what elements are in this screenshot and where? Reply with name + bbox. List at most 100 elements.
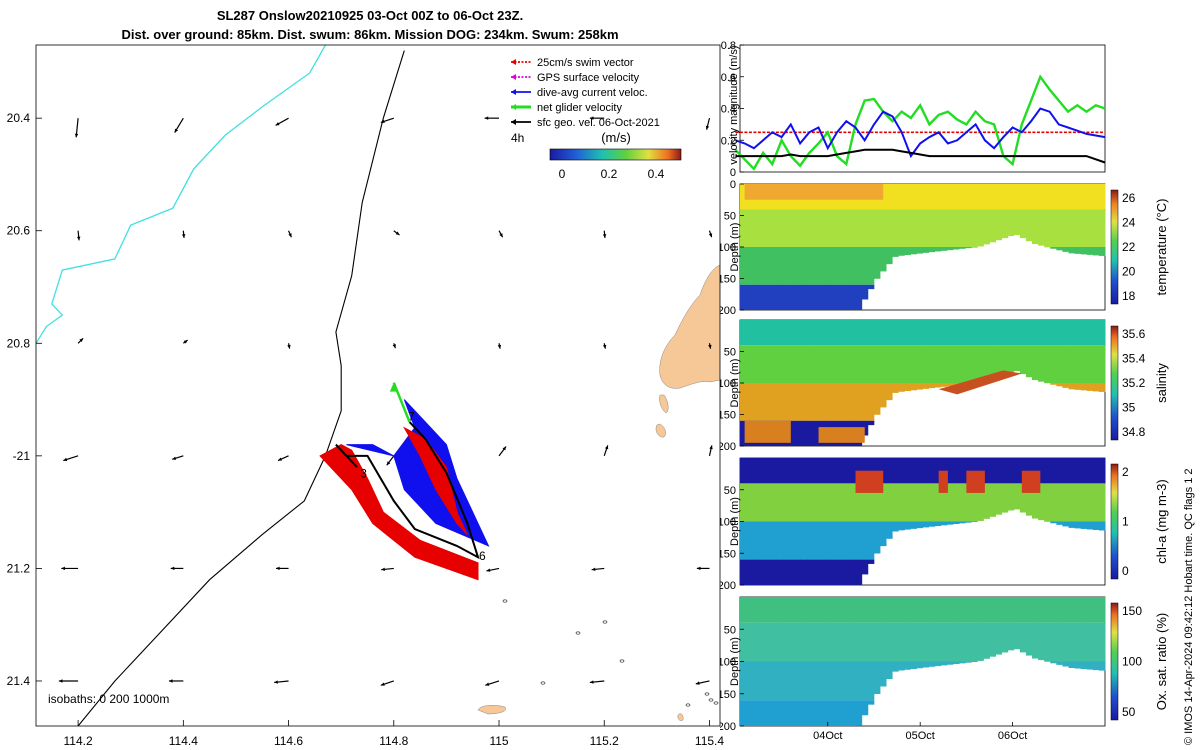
heatmap-cell — [1056, 622, 1063, 662]
map-panel: 7 3 6 isobaths: 0 200 1000m 114.2 114.4 114.6… — [7, 44, 724, 748]
heatmap-y-tick-label: 200 — [720, 441, 736, 453]
heatmap-cell — [1068, 483, 1076, 522]
heatmap-cell — [886, 521, 893, 539]
heatmap-cell — [855, 661, 863, 701]
heatmap-cell — [1092, 483, 1100, 522]
geo-vector-arrow — [287, 343, 291, 349]
heatmap-cell — [952, 345, 960, 383]
heatmap-cell — [806, 284, 814, 310]
heatmap-cell — [928, 320, 936, 346]
heatmap-cell — [1080, 184, 1088, 210]
map-colorbar-tick-label: 0.4 — [648, 167, 665, 181]
geo-vector-arrow — [498, 230, 504, 238]
heatmap-cell — [1080, 622, 1088, 662]
heatmap-cell — [1086, 320, 1094, 346]
heatmap-cell — [861, 284, 869, 300]
heatmap-cell — [989, 458, 996, 484]
heatmap-cell — [910, 383, 917, 391]
heatmap-cell — [867, 622, 875, 662]
heatmap-cell — [1062, 458, 1069, 484]
heatmap-cell — [1032, 483, 1039, 519]
heatmap-cell — [934, 458, 942, 484]
heatmap-cell — [1092, 345, 1100, 383]
heatmap-cell — [764, 320, 771, 346]
heatmap-cell — [1092, 597, 1100, 623]
heatmap-cell — [904, 521, 911, 530]
heatmap-cell — [800, 420, 808, 446]
heatmap-cell — [940, 483, 948, 522]
heatmap-cell — [934, 209, 942, 247]
heatmap-cell — [794, 559, 802, 585]
heatmap-cell — [934, 521, 942, 527]
map-x-tick-label: 114.4 — [169, 734, 198, 748]
heatmap-cell — [873, 483, 881, 522]
heatmap-y-tick-label: 50 — [724, 485, 736, 497]
heatmap-cell — [1044, 458, 1051, 484]
heatmap-cell — [764, 559, 771, 585]
heatmap-cell — [776, 345, 784, 383]
heatmap-cell — [922, 597, 930, 623]
heatmap-cell — [819, 209, 826, 247]
heatmap-cell — [794, 420, 802, 446]
legend-entry: GPS surface velocity — [511, 72, 640, 84]
heatmap-cell — [1038, 622, 1045, 661]
time-x-tick-label: 04Oct — [813, 730, 842, 742]
heatmap-cell — [995, 184, 1003, 210]
heatmap-cell — [758, 559, 765, 585]
heatmap-cell — [916, 383, 923, 390]
heatmap-cell — [1050, 383, 1057, 385]
heatmap-cell — [770, 661, 777, 701]
heatmap-cell — [758, 320, 765, 346]
heatmap-cell — [861, 209, 869, 247]
heatmap-cell — [849, 458, 857, 484]
heatmap-cell — [788, 661, 796, 701]
heatmap-cell — [971, 345, 978, 383]
heatmap-cell — [898, 345, 905, 383]
heatmap-cell — [928, 209, 936, 247]
heatmap-cell — [740, 622, 747, 662]
heatmap-cell — [886, 661, 893, 680]
heatmap-cell — [770, 458, 777, 484]
heatmap-cell — [806, 383, 814, 421]
heatmap-cell — [819, 320, 826, 346]
colorbar-tick-label: 18 — [1122, 289, 1136, 303]
heatmap-cell — [1062, 345, 1069, 383]
heatmap-cell — [849, 345, 857, 383]
heatmap-cell — [788, 383, 796, 421]
heatmap-cell — [800, 247, 808, 285]
heatmap-cell — [886, 597, 893, 623]
heatmap-cell — [922, 458, 930, 484]
heatmap-temperature: 26 24 22 20 18 temperature (°C) 0 50 100 150 200 De… — [720, 179, 1169, 317]
heatmap-cell — [855, 597, 863, 623]
heatmap-cell — [1050, 184, 1057, 210]
heatmap-cell — [813, 247, 820, 285]
heatmap-cell — [873, 383, 881, 415]
heatmap-cell — [770, 483, 777, 522]
heatmap-cell — [752, 458, 759, 484]
heatmap-cell — [770, 700, 777, 726]
heatmap-cell — [983, 622, 990, 659]
heatmap-cell — [813, 320, 820, 346]
map-y-tick-label: 21.2 — [7, 561, 31, 575]
colorbar-tick-label: 2 — [1122, 465, 1129, 479]
heatmap-cell — [1056, 597, 1063, 623]
heatmap-cell — [1068, 184, 1076, 210]
heatmap-cell — [952, 209, 960, 247]
heatmap-cell — [910, 247, 917, 255]
heatmap-cell — [806, 209, 814, 247]
heatmap-cell — [782, 521, 790, 560]
heatmap-cell — [873, 320, 881, 346]
heatmap-cell — [940, 622, 948, 662]
heatmap-cell — [867, 209, 875, 247]
heatmap-cell — [898, 320, 905, 346]
heatmap-cell — [764, 700, 771, 726]
isobaths-label: isobaths: 0 200 1000m — [48, 692, 169, 706]
heatmap-cell — [892, 483, 899, 522]
heatmap-cell — [904, 483, 911, 522]
geo-vector-arrow — [288, 230, 292, 238]
heatmap-cell — [819, 700, 826, 726]
heatmap-cell — [806, 622, 814, 662]
heatmap-cell — [867, 247, 875, 285]
heatmap-cell — [1092, 247, 1100, 256]
